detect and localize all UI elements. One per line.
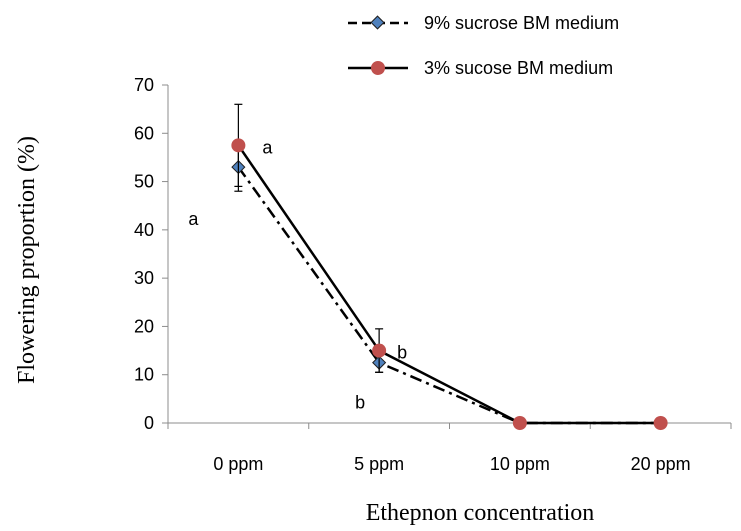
data-point <box>653 416 668 430</box>
y-ticks: 0 10 20 30 40 50 60 70 <box>134 75 168 433</box>
legend-marker-9pct <box>370 15 385 30</box>
series-line <box>237 144 661 425</box>
y-tick-label: 50 <box>134 172 154 192</box>
series-line <box>237 166 661 425</box>
legend: 9% sucrose BM medium 3% sucose BM medium <box>348 13 619 78</box>
x-tick-label: 0 ppm <box>213 454 263 474</box>
x-tick-label: 5 ppm <box>354 454 404 474</box>
legend-marker-3pct <box>371 61 385 75</box>
y-axis-title: Flowering proportion (%) <box>14 136 40 384</box>
annotation-layer: a a b b <box>188 137 407 412</box>
y-tick-label: 40 <box>134 220 154 240</box>
series-layer <box>231 103 668 431</box>
legend-label-3pct: 3% sucose BM medium <box>424 58 613 78</box>
y-tick-label: 30 <box>134 268 154 288</box>
x-tick-label: 20 ppm <box>631 454 691 474</box>
x-axis-title: Ethepnon concentration <box>366 500 595 526</box>
significance-letter: a <box>262 137 273 157</box>
significance-letter: a <box>188 209 199 229</box>
y-tick-label: 70 <box>134 75 154 95</box>
data-point <box>231 138 246 153</box>
x-ticks: 0 ppm 5 ppm 10 ppm 20 ppm <box>167 423 732 474</box>
data-point <box>512 416 527 430</box>
series-3pct <box>231 103 668 430</box>
axes: 0 10 20 30 40 50 60 70 0 ppm 5 ppm 10 ppm 20 ppm <box>134 75 732 474</box>
y-tick-label: 0 <box>144 413 154 433</box>
y-tick-label: 20 <box>134 316 154 336</box>
data-point <box>372 343 387 358</box>
legend-label-9pct: 9% sucrose BM medium <box>424 13 619 33</box>
significance-letter: b <box>397 343 407 363</box>
significance-letter: b <box>355 393 365 413</box>
x-tick-label: 10 ppm <box>490 454 550 474</box>
y-tick-label: 10 <box>134 365 154 385</box>
y-tick-label: 60 <box>134 123 154 143</box>
